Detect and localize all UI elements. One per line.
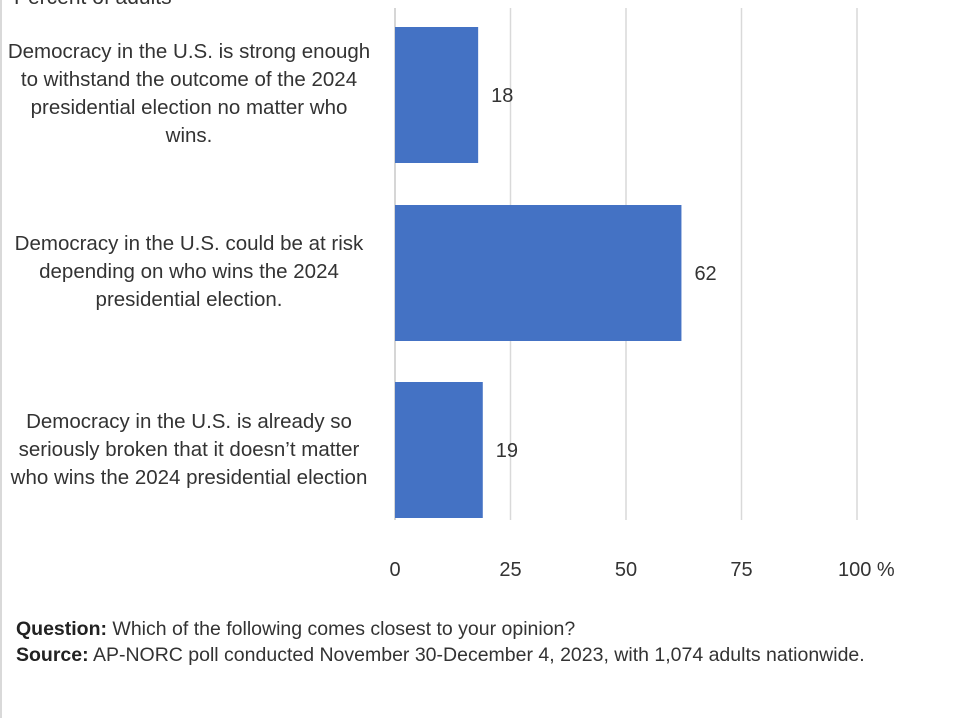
bar-2 [395,382,483,518]
source-note: Source: AP-NORC poll conducted November … [16,644,865,667]
category-label-at-risk: Democracy in the U.S. could be at risk d… [14,232,364,311]
bar-0 [395,27,479,163]
source-text: AP-NORC poll conducted November 30-Decem… [88,644,865,666]
x-tick-label-75: 75 [730,559,752,581]
data-labels: 18 62 19 [491,85,717,462]
category-label-strong: Democracy in the U.S. is strong enough t… [7,40,371,147]
data-label-2: 19 [496,440,518,462]
category-label-broken: Democracy in the U.S. is already so seri… [10,410,368,489]
question-text: Which of the following comes closest to … [107,618,576,640]
bars [395,27,682,518]
question-note: Question: Which of the following comes c… [16,618,575,641]
x-tick-label-0: 0 [389,559,400,581]
bar-chart: 18 62 19 0 25 50 75 100 % [389,8,895,581]
x-tick-label-100: 100 % [838,559,895,581]
data-label-1: 62 [694,263,716,285]
data-label-0: 18 [491,85,513,107]
chart-subtitle: Percent of adults [14,0,172,10]
x-tick-label-25: 25 [499,559,521,581]
question-label: Question: [16,618,107,640]
x-tick-label-50: 50 [615,559,637,581]
source-label: Source: [16,644,89,666]
bar-1 [395,205,682,341]
x-axis-ticks: 0 25 50 75 100 % [389,559,894,581]
